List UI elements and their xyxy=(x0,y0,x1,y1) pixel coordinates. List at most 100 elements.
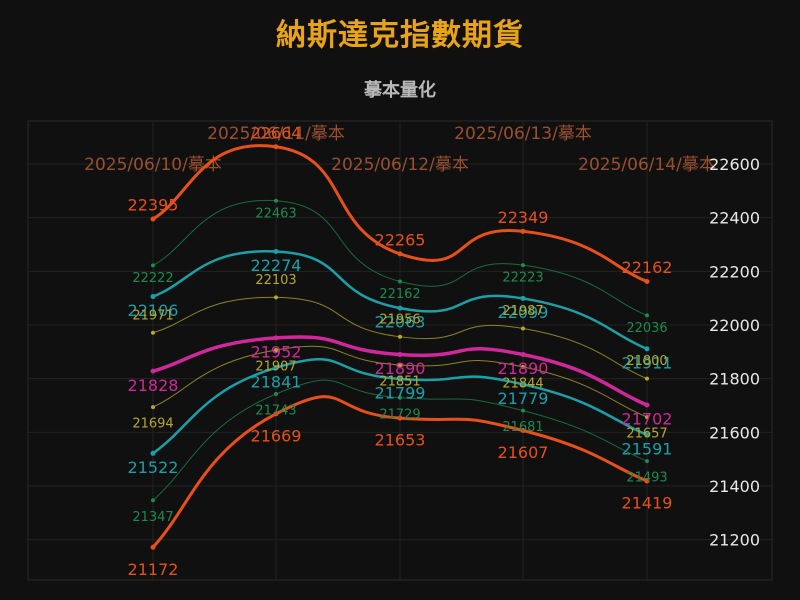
data-point xyxy=(150,294,156,300)
y-tick-label: 21600 xyxy=(709,423,760,442)
data-point xyxy=(397,251,403,257)
data-label: 21841 xyxy=(251,372,302,391)
category-label: 2025/06/12/摹本 xyxy=(331,155,469,175)
data-label: 22162 xyxy=(379,287,420,302)
y-tick-label: 21400 xyxy=(709,477,760,496)
data-label: 21522 xyxy=(128,458,179,477)
data-label: 21669 xyxy=(251,426,302,445)
data-points xyxy=(150,144,650,550)
data-label: 22274 xyxy=(251,256,302,275)
grid xyxy=(28,121,772,580)
data-label: 22395 xyxy=(128,196,179,215)
data-label: 21657 xyxy=(626,427,667,442)
data-point xyxy=(397,415,403,421)
data-point xyxy=(273,144,279,150)
y-tick-label: 22400 xyxy=(709,209,760,228)
data-point xyxy=(150,368,156,374)
data-point xyxy=(520,228,526,234)
data-label: 22063 xyxy=(375,313,426,332)
data-label: 22664 xyxy=(251,123,302,142)
data-point xyxy=(645,415,649,420)
data-point xyxy=(520,381,526,387)
data-label: 22223 xyxy=(502,271,543,286)
category-label: 2025/06/11/摹本 xyxy=(207,124,345,144)
y-axis-ticks: 21200 21400 21600 21800 22000 22200 22400 22600 xyxy=(709,155,760,550)
data-point xyxy=(151,498,155,503)
data-point xyxy=(644,402,650,408)
data-point xyxy=(398,334,402,339)
data-label: 21799 xyxy=(375,384,426,403)
data-point xyxy=(644,279,650,285)
category-label: 2025/06/13/摹本 xyxy=(454,124,592,144)
data-point xyxy=(520,427,526,433)
data-label: 21828 xyxy=(128,376,179,395)
data-point xyxy=(151,330,155,335)
data-point xyxy=(151,263,155,268)
data-point xyxy=(274,198,278,203)
data-label: 22463 xyxy=(255,206,296,221)
data-point xyxy=(274,295,278,300)
data-point xyxy=(521,408,525,413)
data-label: 21907 xyxy=(255,360,296,375)
data-point xyxy=(150,450,156,456)
data-label: 22103 xyxy=(255,273,296,288)
data-point xyxy=(644,346,650,352)
data-label: 22349 xyxy=(498,208,549,227)
data-label: 21591 xyxy=(622,439,673,458)
chart-subtitle: 摹本量化 xyxy=(364,80,436,101)
data-label: 22265 xyxy=(375,230,426,249)
data-point xyxy=(644,478,650,484)
data-point xyxy=(645,376,649,381)
data-label: 21172 xyxy=(128,560,179,579)
data-point xyxy=(521,263,525,268)
data-label: 21347 xyxy=(132,510,173,525)
data-label: 21851 xyxy=(379,375,420,390)
data-point xyxy=(644,432,650,438)
data-point xyxy=(151,405,155,410)
data-point xyxy=(398,395,402,400)
data-label: 21952 xyxy=(251,342,302,361)
data-point xyxy=(150,544,156,550)
data-point xyxy=(273,248,279,254)
y-tick-label: 22200 xyxy=(709,262,760,281)
data-label: 21653 xyxy=(375,431,426,450)
data-label: 21987 xyxy=(502,304,543,319)
data-label: 21493 xyxy=(626,471,667,486)
data-point xyxy=(645,459,649,464)
data-point xyxy=(274,391,278,396)
data-label: 21681 xyxy=(502,420,543,435)
data-label: 21702 xyxy=(622,410,673,429)
data-label: 22036 xyxy=(626,321,667,336)
data-point xyxy=(397,305,403,311)
data-point xyxy=(521,364,525,369)
data-point xyxy=(521,326,525,331)
data-labels: 22395 22664 22265 22349 22162 22222 22463 22162… xyxy=(128,123,673,578)
category-label: 2025/06/14/摹本 xyxy=(578,155,716,175)
data-label: 21694 xyxy=(132,417,173,432)
data-label: 22106 xyxy=(128,301,179,320)
data-point xyxy=(273,365,279,371)
y-tick-label: 22600 xyxy=(709,155,760,174)
series-line-8 xyxy=(151,395,649,549)
data-point xyxy=(273,411,279,417)
data-point xyxy=(273,335,279,341)
data-label: 21729 xyxy=(379,407,420,422)
data-label: 21743 xyxy=(255,404,296,419)
data-label: 21779 xyxy=(498,389,549,408)
data-point xyxy=(398,279,402,284)
data-label: 21971 xyxy=(132,308,173,323)
data-label: 22099 xyxy=(498,303,549,322)
y-tick-label: 22000 xyxy=(709,316,760,335)
data-label: 21911 xyxy=(622,353,673,372)
data-point xyxy=(520,352,526,358)
category-labels: 2025/06/10/摹本 2025/06/11/摹本 2025/06/12/摹本 2… xyxy=(84,124,716,175)
data-point xyxy=(150,216,156,222)
data-label: 21844 xyxy=(502,376,543,391)
data-point xyxy=(397,376,403,382)
data-label: 21890 xyxy=(375,359,426,378)
data-point xyxy=(274,347,278,352)
data-point xyxy=(520,295,526,301)
category-label: 2025/06/10/摹本 xyxy=(84,155,222,175)
chart-title: 納斯達克指數期貨 xyxy=(276,18,524,53)
data-label: 21419 xyxy=(622,494,673,513)
